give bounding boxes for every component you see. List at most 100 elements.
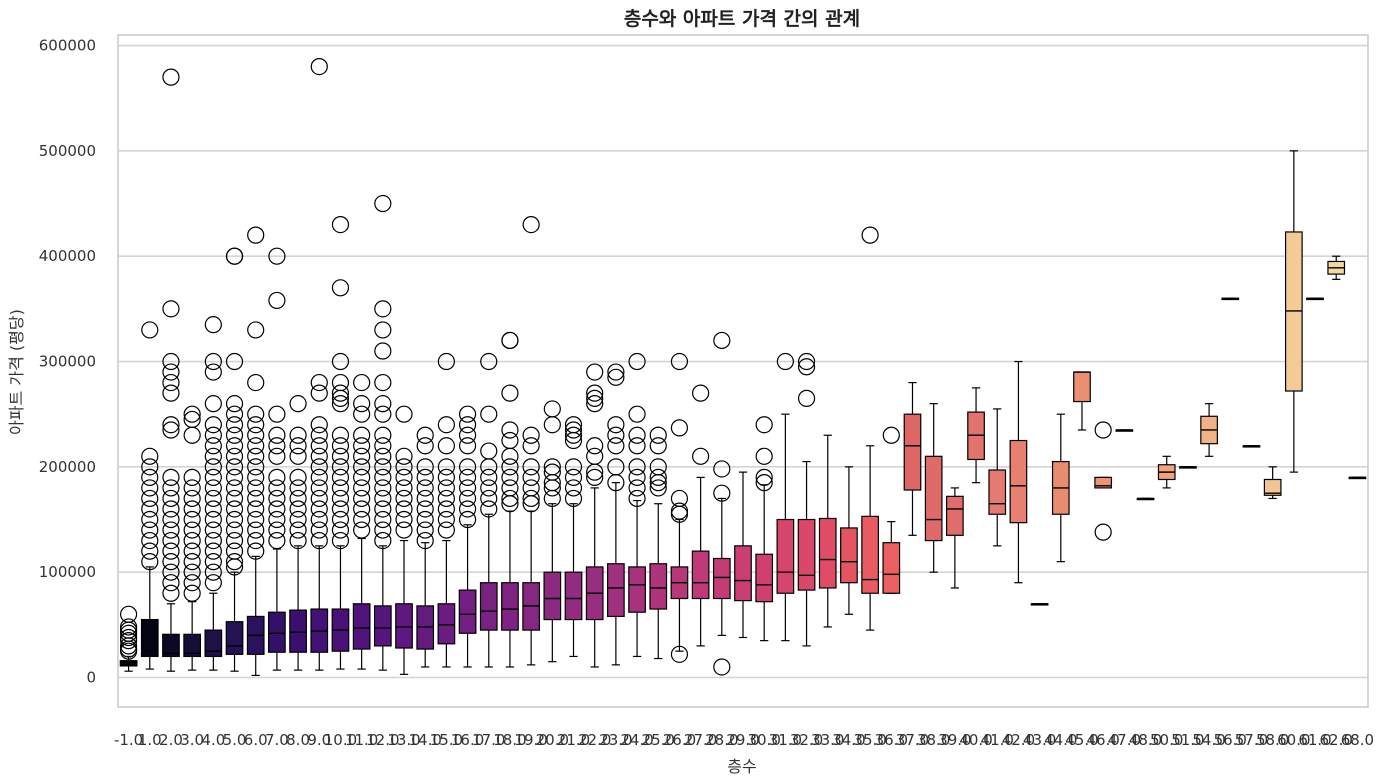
outlier-point	[458, 510, 477, 529]
outlier-point	[247, 500, 265, 518]
box	[797, 518, 816, 591]
box-group	[776, 352, 795, 642]
outlier-point	[586, 463, 604, 481]
outlier-point	[501, 331, 519, 350]
outlier-point	[225, 558, 244, 576]
outlier-point	[458, 458, 477, 476]
outlier-point	[353, 447, 371, 465]
outlier-point	[501, 458, 519, 476]
y-tick-label: 500000	[39, 142, 96, 160]
box-group	[373, 194, 392, 671]
outlier-point	[353, 489, 371, 508]
outlier-point	[564, 489, 583, 508]
outlier-point	[204, 553, 222, 571]
outlier-point	[289, 500, 307, 518]
outlier-point	[204, 542, 222, 560]
box	[755, 553, 774, 603]
outlier-point	[649, 479, 667, 497]
outlier-point	[437, 500, 455, 518]
outlier-point	[353, 395, 371, 413]
box	[607, 563, 625, 618]
outlier-point	[480, 489, 498, 508]
outlier-point	[204, 479, 222, 497]
outlier-point	[458, 489, 477, 508]
box	[818, 517, 837, 589]
outlier-point	[437, 416, 455, 434]
outlier-point	[310, 57, 328, 76]
outlier-point	[141, 521, 159, 539]
box	[140, 618, 159, 658]
outlier-point	[141, 553, 159, 571]
box	[564, 571, 583, 621]
outlier-point	[204, 395, 222, 413]
outlier-point	[162, 500, 180, 518]
outlier-point	[310, 510, 328, 529]
outlier-point	[310, 373, 328, 392]
box-group	[331, 215, 350, 670]
outlier-point	[225, 437, 244, 455]
box-group	[352, 373, 371, 670]
box	[861, 515, 879, 594]
box-group	[712, 331, 731, 676]
outlier-point	[204, 531, 222, 550]
box-group	[840, 466, 858, 615]
x-tick-label: 27.0	[684, 731, 717, 749]
outlier-point	[289, 395, 307, 413]
x-tick-label: 14.0	[409, 731, 442, 749]
outlier-point	[586, 395, 604, 413]
outlier-point	[247, 416, 265, 434]
outlier-point	[331, 384, 350, 402]
outlier-point	[374, 373, 392, 392]
y-axis-label: 아파트 가격 (평당)	[7, 309, 26, 435]
outlier-point	[374, 300, 392, 318]
box	[1094, 476, 1113, 489]
box-group	[1157, 455, 1176, 489]
outlier-point	[247, 426, 265, 444]
outlier-point	[522, 426, 540, 444]
outlier-point	[183, 426, 201, 444]
outlier-point	[183, 500, 201, 518]
box-group	[1009, 360, 1028, 584]
outlier-point	[141, 531, 159, 550]
box-group	[1136, 497, 1155, 501]
outlier-point	[268, 291, 286, 310]
outlier-point	[247, 510, 265, 529]
outlier-point	[183, 521, 201, 539]
box	[352, 603, 371, 650]
outlier-point	[670, 645, 689, 663]
box	[395, 603, 413, 649]
outlier-point	[204, 510, 222, 529]
outlier-point	[289, 426, 307, 444]
y-tick-labels: 0 100000 200000 300000 400000 500000 600000	[39, 37, 96, 687]
box	[373, 605, 392, 647]
box-group	[183, 405, 202, 671]
outlier-point	[141, 489, 159, 508]
outlier-point	[162, 553, 180, 571]
outlier-point	[204, 447, 222, 465]
outlier-point	[204, 458, 222, 476]
outlier-point	[607, 437, 625, 455]
x-tick-label: 17.0	[472, 731, 505, 749]
box-group	[1284, 150, 1303, 473]
outlier-point	[268, 405, 286, 423]
outlier-point	[395, 489, 413, 508]
x-tick-label: 40.0	[959, 731, 992, 749]
outlier-point	[374, 500, 392, 518]
outlier-point	[162, 300, 180, 318]
outlier-point	[586, 437, 604, 455]
box-group	[1200, 403, 1218, 457]
outlier-point	[225, 531, 244, 550]
outlier-point	[162, 510, 180, 529]
outlier-point	[416, 426, 434, 444]
outlier-point	[225, 426, 244, 444]
box-group	[1030, 603, 1049, 606]
outlier-point	[501, 495, 519, 513]
outlier-point	[564, 421, 583, 439]
outlier-point	[353, 437, 371, 455]
x-tick-label: 32.0	[790, 731, 823, 749]
x-tick-label: 18.0	[493, 731, 526, 749]
box	[1009, 439, 1028, 524]
outlier-point	[247, 468, 265, 486]
outlier-point	[522, 495, 540, 513]
